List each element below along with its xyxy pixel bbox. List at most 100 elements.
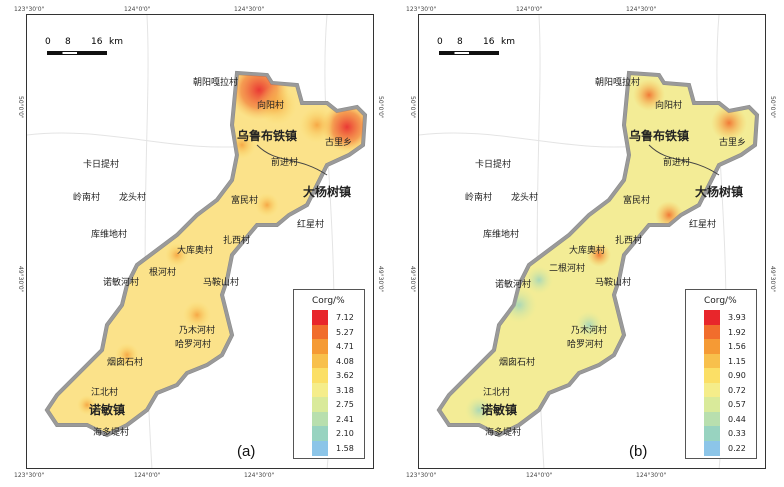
place-label: 卡日提村 — [83, 160, 120, 170]
legend-swatch — [704, 426, 720, 441]
legend-value: 0.22 — [728, 443, 746, 453]
legend-swatch — [704, 339, 720, 354]
place-label: 朝阳嘎拉村 — [595, 78, 641, 88]
coord-top-2: 124°0'0" — [124, 6, 151, 13]
place-label: 诺敏河村 — [103, 278, 140, 288]
scale-tick-16: 16 — [483, 37, 495, 47]
place-label: 江北村 — [483, 388, 511, 398]
legend-item: 1.58 — [312, 440, 360, 456]
legend-swatch — [312, 397, 328, 412]
coord-top-1: 123°30'0" — [406, 6, 437, 13]
place-label: 乌鲁布铁镇 — [629, 129, 690, 143]
place-label: 古里乡 — [719, 138, 747, 148]
place-label: 朝阳嘎拉村 — [193, 78, 239, 88]
legend-title: Corg/% — [312, 296, 345, 306]
legend-item: 0.57 — [704, 397, 752, 412]
place-label: 卡日提村 — [475, 160, 512, 170]
legend-value: 7.12 — [336, 313, 354, 322]
place-label: 二根河村 — [549, 264, 586, 274]
coord-right-1: 50°0'0" — [769, 96, 776, 119]
legend-swatch — [312, 324, 328, 340]
map-panel-a: 123°30'0" 124°0'0" 124°30'0" 123°30'0" 1… — [4, 4, 388, 482]
coord-bottom-1: 123°30'0" — [14, 472, 45, 479]
legend-swatch — [312, 382, 328, 398]
legend-item: 3.62 — [312, 368, 360, 383]
legend-item: 0.33 — [704, 426, 752, 441]
scale-bar: 0 8 16 km — [437, 37, 519, 55]
legend-value: 1.56 — [728, 342, 746, 351]
legend-swatch — [704, 368, 720, 383]
legend-swatch — [704, 382, 720, 398]
legend-swatch — [312, 368, 328, 383]
coord-top-1: 123°30'0" — [14, 6, 45, 13]
place-label: 诺敏河村 — [495, 280, 532, 290]
map-frame: 0 8 16 km 朝阳嘎拉村 向阳村 乌鲁布铁镇 古里乡 前进村 卡日提村 岭… — [26, 14, 374, 469]
place-label: 富民村 — [231, 196, 259, 206]
coord-bottom-3: 124°30'0" — [244, 472, 275, 479]
map-canvas — [27, 15, 368, 468]
scale-tick-0: 0 — [437, 37, 443, 47]
place-label: 龙头村 — [511, 193, 539, 203]
legend-item: 1.15 — [704, 353, 752, 369]
legend-value: 0.33 — [728, 429, 746, 438]
place-label: 根河村 — [149, 268, 177, 278]
scale-unit: km — [109, 37, 123, 47]
legend-item: 0.22 — [704, 440, 752, 456]
place-label: 岭南村 — [73, 193, 101, 203]
legend-title: Corg/% — [704, 296, 737, 306]
legend-item: 1.56 — [704, 339, 752, 354]
map-panel-b: 123°30'0" 124°0'0" 124°30'0" 123°30'0" 1… — [396, 4, 780, 482]
legend-swatch — [312, 353, 328, 369]
coord-right-2: 49°30'0" — [377, 266, 384, 293]
place-label: 乃木河村 — [571, 326, 608, 336]
legend-swatch — [312, 411, 328, 427]
coord-left-1: 50°0'0" — [409, 96, 416, 119]
place-label: 哈罗河村 — [175, 340, 212, 350]
place-label: 大杨树镇 — [695, 185, 744, 199]
place-label: 海多堤村 — [485, 428, 522, 438]
legend-value: 0.44 — [728, 414, 746, 424]
scale-tick-16: 16 — [91, 37, 103, 47]
legend-value: 4.71 — [336, 342, 354, 351]
legend-value: 3.62 — [336, 371, 354, 380]
place-label: 烟囱石村 — [107, 358, 144, 368]
legend-item: 0.90 — [704, 368, 752, 383]
legend-item: 3.93 — [704, 310, 752, 325]
legend-item: 4.08 — [312, 353, 360, 369]
legend-swatch — [704, 324, 720, 340]
legend-value: 2.75 — [336, 400, 354, 409]
legend-item: 2.10 — [312, 426, 360, 441]
place-label: 岭南村 — [465, 193, 493, 203]
coord-bottom-3: 124°30'0" — [636, 472, 667, 479]
map-frame: 0 8 16 km 朝阳嘎拉村 向阳村 乌鲁布铁镇 古里乡 前进村 卡日提村 岭… — [418, 14, 766, 469]
coord-right-2: 49°30'0" — [769, 266, 776, 293]
place-label: 马鞍山村 — [595, 278, 632, 288]
place-label: 扎西村 — [615, 236, 643, 246]
coord-top-3: 124°30'0" — [626, 6, 657, 13]
legend-item: 5.27 — [312, 324, 360, 340]
place-label: 诺敏镇 — [481, 403, 518, 417]
place-label: 扎西村 — [223, 236, 251, 246]
scale-unit: km — [501, 37, 515, 47]
legend-swatch — [704, 411, 720, 427]
place-label: 库维地村 — [91, 230, 128, 240]
place-label: 诺敏镇 — [89, 403, 126, 417]
legend-swatch — [312, 426, 328, 441]
panel-label: (a) — [237, 443, 256, 460]
place-label: 富民村 — [623, 196, 651, 206]
place-label: 龙头村 — [119, 193, 147, 203]
legend-swatch — [312, 440, 328, 456]
place-label: 古里乡 — [325, 138, 353, 148]
legend-value: 5.27 — [336, 327, 354, 337]
scale-tick-0: 0 — [45, 37, 51, 47]
legend-swatch — [312, 339, 328, 354]
legend-value: 3.93 — [728, 313, 746, 322]
legend-value: 1.58 — [336, 443, 354, 453]
legend-item: 0.44 — [704, 411, 752, 427]
legend: Corg/% 7.12 5.27 4.71 4.08 3.62 3.18 2.75 2.41 2… — [293, 289, 365, 459]
map-canvas — [419, 15, 760, 468]
legend-item: 1.92 — [704, 324, 752, 340]
legend-swatch — [704, 397, 720, 412]
legend-value: 0.72 — [728, 385, 746, 395]
scale-bar: 0 8 16 km — [45, 37, 127, 55]
